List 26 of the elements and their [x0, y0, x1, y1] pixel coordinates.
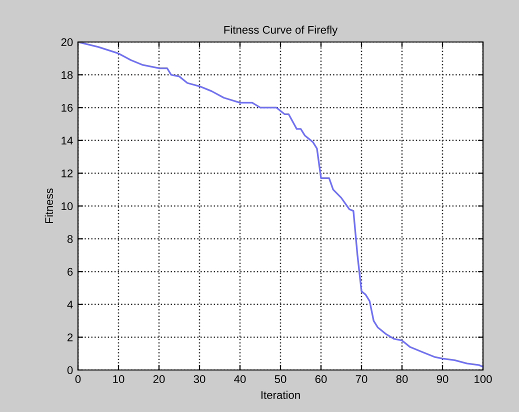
- x-tick-label: 10: [113, 375, 124, 384]
- x-tick-label: 50: [274, 375, 286, 384]
- y-tick-label: 0: [67, 366, 73, 374]
- chart-title: Fitness Curve of Firefly: [224, 26, 338, 36]
- x-tick-label: 40: [234, 375, 246, 384]
- x-tick-label: 20: [153, 375, 165, 384]
- x-tick-label: 60: [315, 375, 327, 384]
- x-axis-title: Iteration: [261, 390, 300, 399]
- y-tick-label: 18: [62, 71, 73, 79]
- y-tick-label: 2: [68, 333, 73, 342]
- x-tick-label: 90: [436, 375, 448, 384]
- x-tick-label: 0: [75, 375, 81, 384]
- y-tick-label: 12: [62, 169, 73, 178]
- y-tick-label: 20: [61, 38, 73, 46]
- x-tick-label: 100: [474, 375, 492, 384]
- line-series: [78, 42, 483, 368]
- y-tick-label: 10: [62, 202, 73, 210]
- x-tick-label: 80: [396, 375, 408, 384]
- y-tick-label: 4: [67, 300, 73, 308]
- y-axis-title: Fitness: [44, 188, 54, 223]
- x-tick-label: 70: [356, 375, 368, 384]
- y-tick-label: 6: [68, 268, 73, 276]
- y-tick-label: 16: [62, 104, 73, 112]
- y-tick-label: 14: [62, 136, 73, 144]
- x-tick-label: 30: [194, 375, 206, 384]
- y-tick-label: 8: [67, 235, 73, 243]
